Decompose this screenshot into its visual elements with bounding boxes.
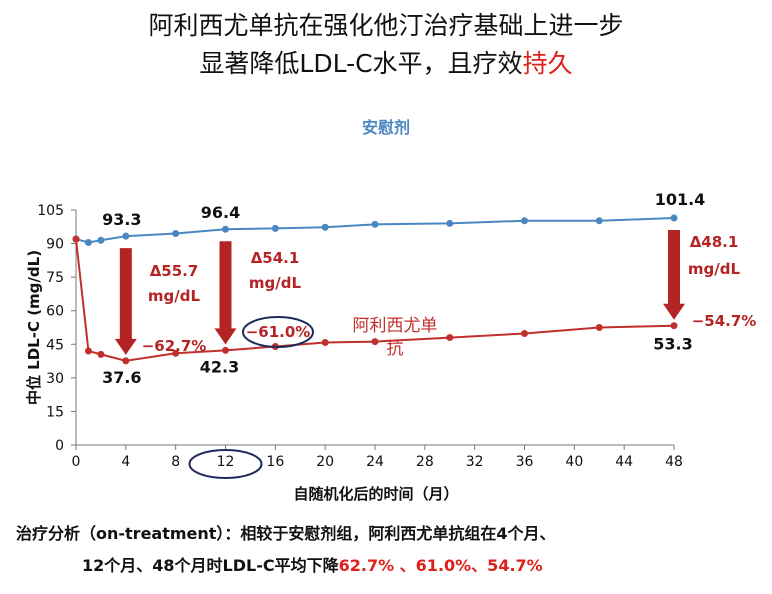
x-tick-label: 12 — [217, 454, 235, 470]
placebo-point — [172, 230, 180, 237]
alirocumab-point — [446, 334, 454, 342]
alirocumab-point — [670, 322, 678, 330]
data-label: 37.6 — [102, 368, 141, 387]
delta-value-label: Δ54.1 — [251, 249, 300, 267]
x-tick-label: 16 — [266, 454, 284, 470]
data-label: 96.4 — [201, 203, 240, 222]
data-label: 53.3 — [653, 335, 692, 354]
alirocumab-point — [222, 346, 229, 354]
placebo-series-label: 安慰剂 — [362, 118, 410, 137]
delta-unit-label: mg/dL — [688, 260, 741, 278]
x-tick-label: 8 — [171, 454, 180, 470]
alirocumab-point — [172, 349, 180, 357]
x-tick-label: 40 — [565, 454, 583, 470]
x-tick-label: 48 — [665, 454, 683, 470]
data-label: 101.4 — [655, 190, 706, 209]
x-tick-label: 4 — [121, 454, 130, 470]
alirocumab-point — [321, 338, 329, 346]
footnote-line2-percentages: 62.7% 、61.0%、54.7% — [338, 556, 543, 575]
slide-title-line1: 阿利西尤单抗在强化他汀治疗基础上进一步 — [148, 11, 624, 40]
placebo-point — [521, 217, 528, 225]
footnote-line2: 12个月、48个月时LDL-C平均下降62.7% 、61.0%、54.7% — [82, 552, 543, 576]
delta-arrow — [214, 241, 237, 345]
alirocumab-point — [72, 235, 80, 243]
alirocumab-point — [521, 330, 528, 338]
x-axis-title: 自随机化后的时间（月） — [293, 485, 458, 503]
placebo-point — [271, 224, 279, 232]
percent-change-label: −54.7% — [692, 312, 757, 330]
title-line2-main: 显著降低LDL-C水平，且疗效 — [199, 49, 523, 78]
alirocumab-point — [122, 357, 130, 365]
placebo-point — [84, 238, 92, 246]
y-tick-label: 45 — [46, 337, 64, 353]
placebo-point — [371, 220, 379, 228]
y-tick-label: 90 — [46, 237, 64, 253]
alirocumab-point — [84, 347, 92, 355]
delta-unit-label: mg/dL — [148, 287, 201, 305]
footnote-line1: 治疗分析（on-treatment）：相较于安慰剂组，阿利西尤单抗组在4个月、 — [16, 524, 556, 543]
alirocumab-point — [97, 350, 105, 358]
percent-change-label: −61.0% — [246, 323, 311, 341]
placebo-point — [670, 214, 678, 222]
data-label: 42.3 — [200, 357, 239, 376]
placebo-point — [222, 225, 229, 233]
placebo-point — [595, 217, 603, 225]
delta-value-label: Δ48.1 — [690, 233, 739, 251]
delta-value-label: Δ55.7 — [150, 262, 199, 280]
placebo-point — [321, 223, 329, 231]
data-label: 93.3 — [102, 210, 141, 229]
delta-arrow — [114, 248, 137, 355]
percent-change-label: −62.7% — [142, 337, 207, 355]
alirocumab-series-label-line1: 阿利西尤单 — [353, 316, 438, 336]
y-tick-label: 0 — [55, 438, 64, 454]
highlight-ellipse-x12 — [188, 449, 263, 479]
y-tick-label: 30 — [46, 371, 64, 387]
placebo-point — [446, 219, 454, 227]
y-tick-label: 60 — [46, 304, 64, 320]
x-tick-label: 36 — [516, 454, 534, 470]
slide-title-line2: 显著降低LDL-C水平，且疗效持久 — [0, 44, 772, 80]
x-tick-label: 24 — [366, 454, 384, 470]
y-tick-label: 15 — [46, 404, 64, 420]
y-tick-label: 105 — [37, 203, 64, 219]
title-line2-emphasis: 持久 — [522, 49, 573, 78]
highlight-ellipse-pct — [242, 316, 314, 348]
y-tick-label: 75 — [46, 270, 64, 286]
x-tick-label: 32 — [466, 454, 484, 470]
x-tick-label: 28 — [416, 454, 434, 470]
placebo-point — [97, 236, 105, 244]
x-tick-label: 20 — [316, 454, 334, 470]
alirocumab-point — [595, 324, 603, 331]
x-tick-label: 0 — [72, 454, 81, 470]
alirocumab-series-label-line2: 抗 — [387, 339, 404, 359]
placebo-point — [122, 232, 130, 240]
delta-unit-label: mg/dL — [249, 274, 302, 292]
x-tick-label: 44 — [615, 454, 633, 470]
y-axis-title: 中位 LDL-C (mg/dL) — [25, 250, 43, 405]
alirocumab-point — [371, 338, 379, 346]
delta-arrow — [663, 230, 685, 320]
footnote-line2-main: 12个月、48个月时LDL-C平均下降 — [82, 556, 339, 575]
